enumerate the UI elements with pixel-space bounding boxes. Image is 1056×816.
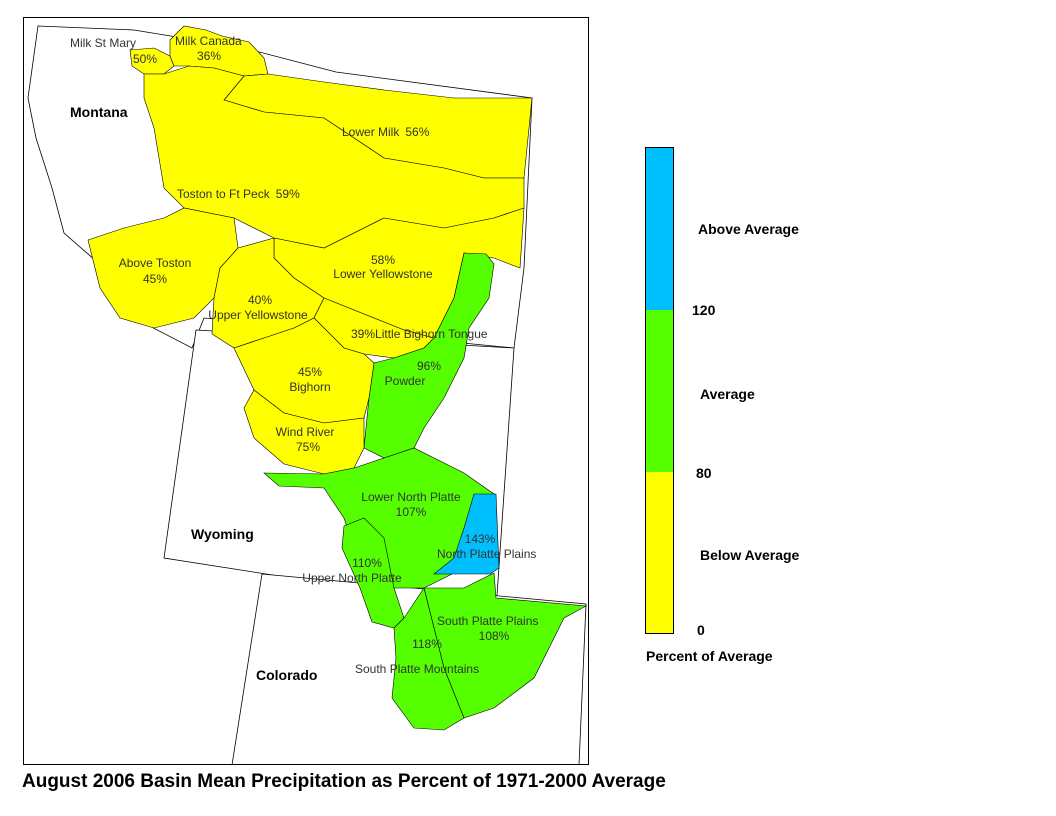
- legend-caption: Percent of Average: [646, 648, 773, 664]
- basin-label-lower-milk: Lower Milk 56%: [342, 125, 430, 139]
- basin-label-south-platte-plains-name: South Platte Plains: [437, 614, 538, 628]
- basin-label-wind-river-pct: 75%: [296, 440, 320, 454]
- legend-tick-80: 80: [696, 465, 712, 481]
- basin-label-upper-yellowstone-pct: 40%: [248, 293, 272, 307]
- legend-label-below: Below Average: [700, 547, 800, 563]
- basin-label-north-platte-plains-pct: 143%: [465, 532, 496, 546]
- state-label-montana: Montana: [70, 104, 128, 120]
- map-frame: Milk St Mary 50% Milk Canada 36% Lower M…: [23, 17, 589, 765]
- basins: [87, 25, 588, 731]
- basin-label-milk-canada-name: Milk Canada: [175, 34, 242, 48]
- basin-label-above-toston-pct: 45%: [143, 272, 167, 286]
- basin-label-north-platte-plains-name: North Platte Plains: [437, 547, 536, 561]
- basin-label-lower-north-platte-name: Lower North Platte: [361, 490, 461, 504]
- basin-label-milk-canada-pct: 36%: [197, 49, 221, 63]
- basin-label-upper-yellowstone-name: Upper Yellowstone: [208, 308, 308, 322]
- basin-labels: Milk St Mary 50% Milk Canada 36% Lower M…: [70, 34, 538, 676]
- basin-map: Milk St Mary 50% Milk Canada 36% Lower M…: [27, 25, 588, 764]
- basin-label-above-toston-name: Above Toston: [119, 256, 192, 270]
- basin-label-south-platte-mountains-name: South Platte Mountains: [355, 662, 479, 676]
- legend-label-above: Above Average: [698, 221, 799, 237]
- map-title: August 2006 Basin Mean Precipitation as …: [22, 771, 666, 792]
- basin-label-bighorn-name: Bighorn: [289, 380, 330, 394]
- state-labels: Montana Wyoming Colorado: [70, 104, 317, 683]
- basin-label-milk-st-mary-name: Milk St Mary: [70, 36, 136, 50]
- legend-swatch-average: [646, 310, 673, 472]
- legend-tick-0: 0: [697, 622, 705, 638]
- basin-label-south-platte-plains-pct: 108%: [479, 629, 510, 643]
- basin-south-platte-mountains[interactable]: [391, 587, 465, 731]
- state-label-wyoming: Wyoming: [191, 526, 254, 542]
- basin-milk-st-mary[interactable]: [129, 47, 175, 75]
- basin-label-powder-pct: 96%: [417, 359, 441, 373]
- basin-label-bighorn-pct: 45%: [298, 365, 322, 379]
- basin-label-lower-yellowstone-name: Lower Yellowstone: [333, 267, 433, 281]
- legend-swatch-above: [646, 148, 673, 310]
- basin-label-lower-yellowstone-pct: 58%: [371, 253, 395, 267]
- basin-label-wind-river-name: Wind River: [276, 425, 335, 439]
- legend-label-average: Average: [700, 386, 755, 402]
- basin-label-upper-north-platte-pct: 110%: [352, 556, 382, 570]
- basin-label-milk-st-mary-pct: 50%: [133, 52, 157, 66]
- basin-north-platte-plains[interactable]: [433, 493, 500, 575]
- basin-label-little-bighorn-tongue: 39%Little Bighorn Tongue: [351, 327, 488, 341]
- basin-label-south-platte-mountains-pct: 118%: [412, 637, 442, 651]
- basin-label-upper-north-platte-name: Upper North Platte: [302, 571, 402, 585]
- basin-toston-to-ft-peck[interactable]: [143, 65, 525, 249]
- state-label-colorado: Colorado: [256, 667, 317, 683]
- basin-label-powder-name: Powder: [385, 374, 426, 388]
- legend-tick-120: 120: [692, 302, 716, 318]
- basin-label-toston-to-ft-peck: Toston to Ft Peck 59%: [177, 187, 300, 201]
- legend-color-bar: [645, 147, 674, 634]
- legend-swatch-below: [646, 472, 673, 633]
- basin-label-lower-north-platte-pct: 107%: [396, 505, 427, 519]
